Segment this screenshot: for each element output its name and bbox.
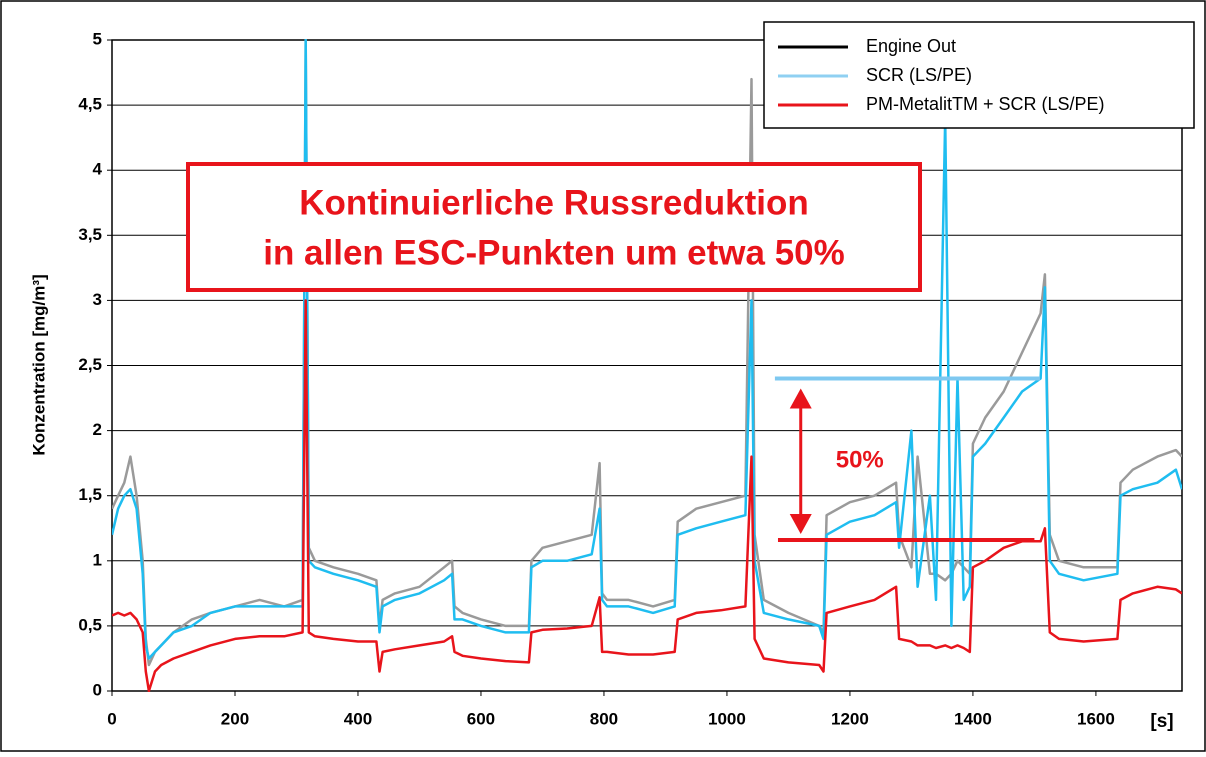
x-tick-label: 400 (344, 709, 372, 728)
x-tick-label: 1400 (954, 709, 992, 728)
series-group (112, 299, 1182, 692)
arrow-head (789, 388, 812, 409)
legend-label: Engine Out (866, 36, 956, 56)
annotation-text: in allen ESC-Punkten um etwa 50% (263, 233, 845, 272)
x-tick-label: 200 (221, 709, 249, 728)
y-tick-label: 4,5 (78, 95, 102, 114)
y-tick-label: 5 (93, 29, 102, 48)
y-tick-label: 1,5 (78, 485, 102, 504)
annotation-text: Kontinuierliche Russreduktion (299, 183, 809, 222)
y-tick-label: 3 (93, 290, 102, 309)
y-axis-label: Konzentration [mg/m³] (29, 274, 48, 455)
legend-label: SCR (LS/PE) (866, 65, 972, 85)
annotation-box (186, 162, 922, 292)
y-tick-label: 3,5 (78, 225, 102, 244)
x-tick-label: 600 (467, 709, 495, 728)
y-tick-label: 0 (93, 680, 102, 699)
y-tick-label: 4 (93, 160, 103, 179)
x-tick-label: 1200 (831, 709, 869, 728)
y-tick-label: 2,5 (78, 355, 102, 374)
series-line (112, 39, 1182, 660)
series-group (112, 39, 1182, 660)
arrow-head (789, 513, 812, 534)
plot-frame (111, 39, 1183, 692)
y-tick-label: 1 (93, 550, 102, 569)
series-line (112, 299, 1182, 692)
y-tick-label: 0,5 (78, 615, 102, 634)
x-tick-label: 0 (107, 709, 116, 728)
series-line (112, 39, 1182, 667)
y-tick-label: 2 (93, 420, 102, 439)
x-axis-label: [s] (1150, 711, 1173, 732)
series-group (112, 39, 1182, 667)
x-tick-label: 1000 (708, 709, 746, 728)
x-tick-label: 1600 (1077, 709, 1115, 728)
x-tick-label: 800 (590, 709, 618, 728)
legend-label: PM-MetalitTM + SCR (LS/PE) (866, 94, 1105, 114)
arrow-label: 50% (836, 447, 884, 474)
